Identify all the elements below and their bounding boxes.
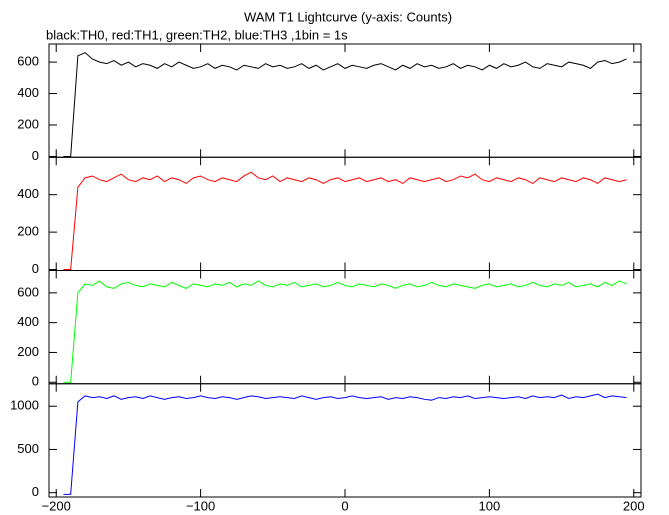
panel-frame [48, 156, 642, 271]
y-tick-label: 1000 [10, 398, 39, 413]
y-tick-label: 400 [17, 186, 39, 201]
x-tick-label: 200 [623, 498, 645, 513]
y-tick-label: 0 [32, 484, 39, 499]
series-line [63, 171, 627, 271]
panel-frame [48, 383, 642, 498]
panel-frame [48, 270, 642, 385]
x-tick-label: −100 [186, 498, 215, 513]
panel-frame [48, 43, 642, 158]
series-line [63, 280, 627, 383]
x-tick-label: 0 [341, 498, 348, 513]
chart-title: WAM T1 Lightcurve (y-axis: Counts) [244, 9, 452, 24]
y-tick-label: 600 [17, 284, 39, 299]
y-tick-label: 0 [32, 261, 39, 276]
y-tick-label: 200 [17, 116, 39, 131]
series-line [63, 52, 627, 157]
y-tick-label: 400 [17, 85, 39, 100]
y-tick-label: 0 [32, 148, 39, 163]
chart-subtitle: black:TH0, red:TH1, green:TH2, blue:TH3 … [46, 27, 348, 42]
y-tick-label: 500 [17, 441, 39, 456]
y-tick-label: 0 [32, 374, 39, 389]
y-tick-label: 400 [17, 314, 39, 329]
series-line [63, 393, 627, 495]
y-tick-label: 200 [17, 344, 39, 359]
x-tick-label: −200 [42, 498, 71, 513]
y-tick-label: 600 [17, 54, 39, 69]
y-tick-label: 200 [17, 224, 39, 239]
x-tick-label: 100 [479, 498, 501, 513]
